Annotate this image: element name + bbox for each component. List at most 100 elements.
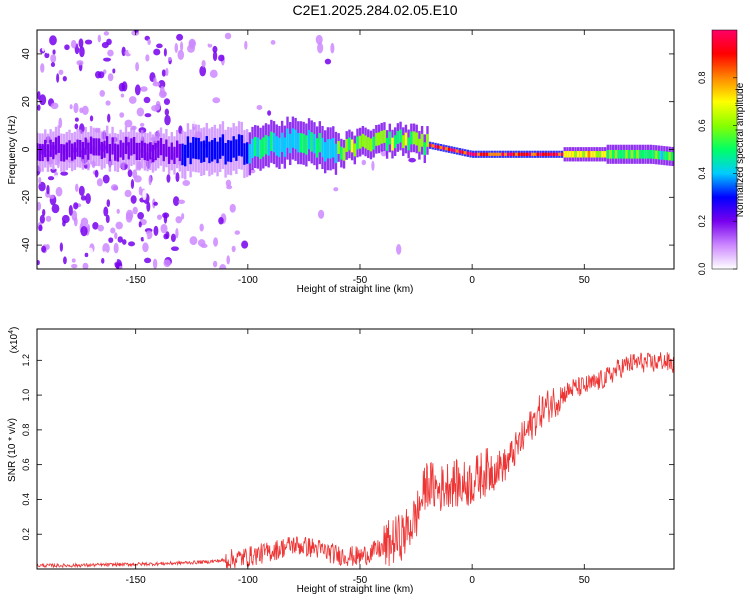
ridge-core: [178, 143, 182, 162]
spectrogram-cell: [308, 206, 315, 211]
ridge-core: [512, 152, 515, 156]
spectrogram-cell: [107, 91, 113, 102]
ridge-core: [603, 151, 607, 158]
ridge-core: [601, 151, 604, 158]
spectrogram-cell: [167, 57, 172, 62]
spectrogram-cell: [97, 34, 102, 43]
spectrogram-cell: [108, 237, 114, 243]
ridge-core: [388, 131, 391, 145]
spectrogram-cell: [96, 178, 103, 187]
ridge-core: [307, 129, 311, 150]
spectrogram-cell: [78, 38, 84, 48]
spectrogram-cell: [132, 206, 138, 215]
spectrogram-cell: [107, 49, 114, 57]
spectrogram-cell: [101, 251, 108, 257]
colorbar-label: Normalized spectral amplitude: [735, 82, 746, 217]
ridge-core: [472, 152, 475, 156]
spectrogram-cell: [60, 231, 68, 237]
ridge-core: [493, 152, 496, 156]
spectrogram-cell: [69, 104, 73, 110]
ridge-core: [423, 142, 426, 156]
ridge-core: [579, 151, 583, 158]
ridge-core: [54, 137, 58, 155]
spectrogram-cell: [80, 195, 87, 201]
ridge-core: [114, 143, 117, 161]
snr-y-tick-label: 1.2: [21, 354, 31, 367]
ridge-core: [428, 143, 432, 147]
spectrogram-cell: [213, 237, 219, 247]
spectrogram-cell: [163, 48, 167, 57]
spectrogram-cell: [124, 119, 133, 128]
spectrogram-cell: [226, 185, 233, 190]
ridge-core: [595, 151, 599, 158]
spectrogram-cell: [94, 169, 99, 178]
spectrogram-cell: [124, 104, 132, 115]
ridge-core: [507, 152, 510, 156]
spectrogram-cell: [39, 31, 44, 42]
ridge-core: [552, 152, 556, 156]
ridge-core: [628, 149, 631, 159]
spectrogram-cell: [53, 237, 62, 244]
ridge-core: [79, 140, 82, 158]
ridge-core: [660, 151, 663, 160]
ridge-core: [119, 140, 122, 158]
ridge-core: [62, 144, 66, 162]
spectrogram-cell: [92, 82, 98, 91]
spectrogram-cell: [48, 222, 53, 231]
ridge-core: [76, 139, 79, 157]
spectrogram-cell: [80, 226, 88, 237]
ridge-core: [415, 132, 418, 146]
spectrogram-cell: [175, 172, 180, 183]
spectrogram-cell: [317, 209, 325, 219]
ridge-core: [186, 136, 190, 158]
spectrogram-cell: [209, 69, 218, 78]
spectrogram-x-tick-label: -50: [353, 275, 368, 286]
ridge-core: [568, 151, 572, 158]
ridge-core: [175, 140, 179, 158]
snr-x-tick-label: -150: [126, 575, 146, 586]
ridge-core: [377, 132, 381, 146]
ridge-core: [383, 130, 386, 143]
ridge-core: [97, 138, 101, 156]
ridge-core: [458, 149, 461, 154]
spectrogram-cell: [52, 175, 61, 181]
ridge-core: [611, 149, 615, 159]
ridge-core: [404, 132, 408, 146]
spectrogram-cell: [70, 39, 77, 49]
spectrogram-cell: [170, 246, 179, 252]
spectrogram-cell: [163, 233, 169, 240]
ridge-core: [167, 146, 171, 164]
ridge-core: [337, 141, 340, 154]
spectrogram-cell: [46, 184, 50, 195]
ridge-core: [297, 133, 300, 153]
spectrogram-cell: [179, 41, 184, 52]
figure-title: C2E1.2025.284.02.05.E10: [292, 2, 457, 18]
spectrogram-cell: [76, 60, 84, 66]
spectrogram-cell: [324, 58, 332, 65]
spectrogram-cell: [105, 214, 110, 224]
spectrogram-cell: [189, 56, 197, 64]
ridge-core: [563, 151, 566, 158]
ridge-core: [622, 149, 626, 159]
ridge-core: [100, 141, 103, 160]
ridge-core: [614, 149, 618, 159]
spectrogram-cell: [175, 216, 183, 224]
spectrogram-cell: [212, 260, 218, 268]
spectrogram-cell: [50, 102, 59, 110]
spectrogram-cell: [185, 247, 193, 254]
spectrogram-cell: [216, 30, 225, 36]
ridge-core: [146, 143, 149, 161]
spectrogram-cell: [102, 174, 110, 184]
ridge-core: [544, 152, 548, 156]
spectrogram-cell: [93, 231, 99, 243]
spectrogram-cell: [50, 62, 56, 68]
spectrogram-cell: [208, 81, 212, 89]
ridge-core: [636, 149, 639, 159]
ridge-core: [520, 152, 523, 156]
ridge-core: [437, 145, 440, 149]
ridge-core: [87, 142, 90, 160]
spectrogram-cell: [140, 236, 145, 242]
ridge-core: [577, 151, 580, 158]
ridge-core: [649, 149, 653, 159]
spectrogram-cell: [140, 86, 148, 92]
